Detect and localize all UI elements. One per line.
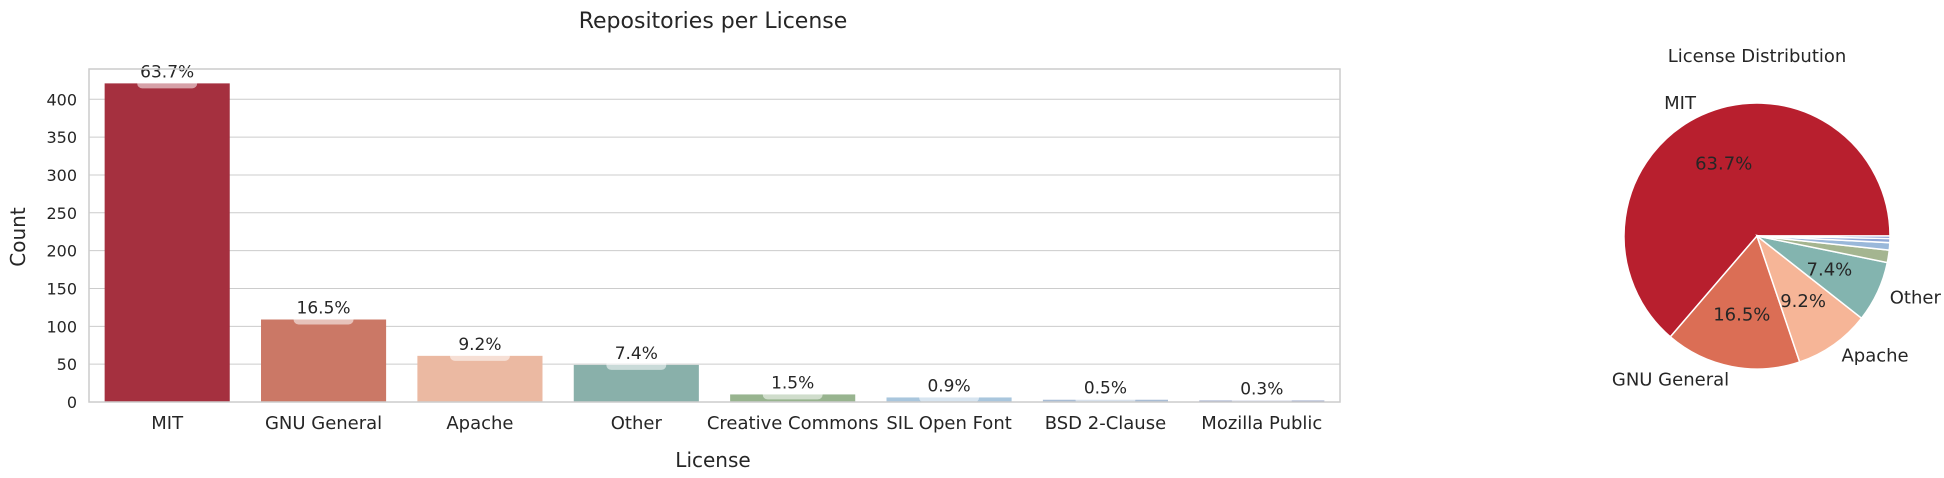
bar bbox=[261, 319, 387, 402]
pie-slice-label: MIT bbox=[1664, 93, 1697, 114]
y-tick-label: 100 bbox=[46, 317, 77, 336]
data-label-box bbox=[762, 389, 823, 400]
y-tick-label: 250 bbox=[46, 204, 77, 223]
x-tick-label: Creative Commons bbox=[707, 413, 879, 434]
bar-chart-x-axis-label: License bbox=[675, 448, 750, 472]
data-label-box bbox=[293, 314, 354, 325]
pie-slice-label: Apache bbox=[1841, 345, 1908, 366]
y-tick-label: 350 bbox=[46, 128, 77, 147]
data-label: 0.3% bbox=[1240, 379, 1283, 399]
y-tick-label: 300 bbox=[46, 166, 77, 185]
bar-plot-frame bbox=[88, 68, 1341, 403]
pie-percent-label: 16.5% bbox=[1713, 304, 1770, 325]
x-tick-label: Mozilla Public bbox=[1201, 413, 1322, 434]
y-tick-label: 150 bbox=[46, 279, 77, 298]
pie-slice-label: Other bbox=[1890, 287, 1942, 308]
x-tick-label: BSD 2-Clause bbox=[1045, 413, 1166, 434]
data-label: 7.4% bbox=[615, 344, 658, 364]
pie-slice bbox=[1756, 235, 1891, 240]
x-tick-label: MIT bbox=[151, 413, 184, 434]
data-label-box bbox=[137, 78, 198, 89]
data-label-box bbox=[606, 359, 667, 370]
x-tick-label: Other bbox=[611, 413, 663, 434]
x-tick-label: SIL Open Font bbox=[886, 413, 1011, 434]
y-tick-label: 400 bbox=[46, 90, 77, 109]
data-label-box bbox=[449, 350, 510, 361]
data-label: 9.2% bbox=[458, 335, 501, 355]
y-tick-label: 50 bbox=[57, 355, 77, 374]
data-label: 63.7% bbox=[140, 62, 194, 82]
data-label: 1.5% bbox=[771, 373, 814, 393]
pie-percent-label: 63.7% bbox=[1695, 153, 1752, 174]
pie-percent-label: 9.2% bbox=[1780, 291, 1826, 312]
bar-chart-title: Repositories per License bbox=[579, 9, 848, 34]
y-tick-label: 200 bbox=[46, 242, 77, 261]
pie-chart-title: License Distribution bbox=[1668, 46, 1847, 67]
y-tick-label: 0 bbox=[67, 393, 77, 412]
bar bbox=[104, 83, 230, 402]
bar bbox=[417, 355, 543, 402]
pie-slice bbox=[1669, 234, 1801, 370]
x-tick-label: GNU General bbox=[265, 413, 382, 434]
pie-chart-plot: 63.7% MIT 16.5% GNU General 9.2% Apache 7.4% Ot… bbox=[1612, 93, 1942, 391]
data-label-box bbox=[919, 392, 980, 403]
pie-slice-label: GNU General bbox=[1612, 370, 1729, 391]
x-tick-label: Apache bbox=[446, 413, 513, 434]
pie-slice bbox=[1623, 102, 1891, 338]
bar bbox=[573, 364, 699, 402]
data-label-box bbox=[1231, 395, 1292, 406]
data-label: 16.5% bbox=[297, 299, 351, 319]
pie-percent-label: 7.4% bbox=[1807, 260, 1853, 281]
bar-chart-plot: 0 50 100 150 200 250 300 350 400 63.7% MIT 16.5% GNU… bbox=[46, 62, 1341, 434]
bar-chart-y-axis-label: Count bbox=[6, 207, 30, 267]
data-label: 0.9% bbox=[927, 376, 970, 396]
data-label: 0.5% bbox=[1084, 379, 1127, 399]
